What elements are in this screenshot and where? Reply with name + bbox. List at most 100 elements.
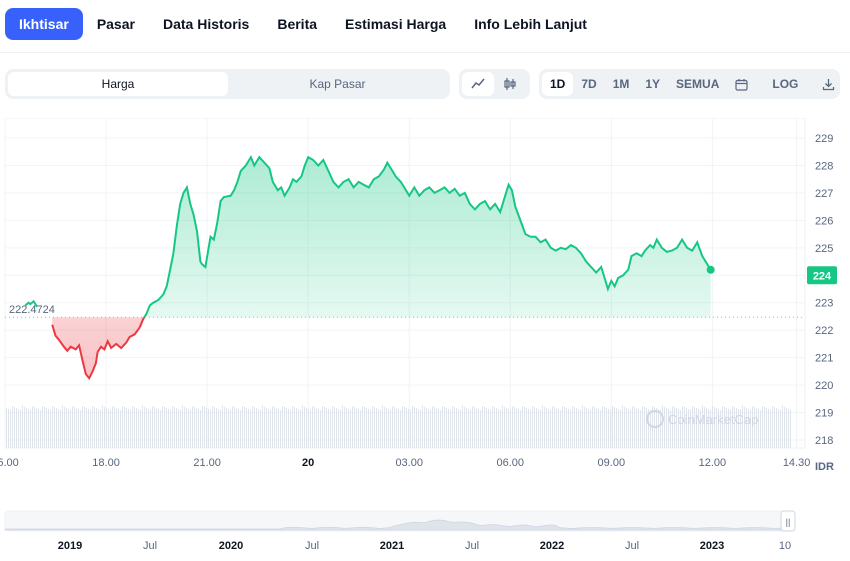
volume-bar [668,409,669,448]
volume-bar [458,409,459,448]
tab-data-historis[interactable]: Data Historis [162,16,250,32]
volume-bar [420,410,421,448]
volume-bar [662,406,663,448]
volume-bar [356,408,357,448]
volume-bar [390,410,391,448]
toggle-kap-pasar[interactable]: Kap Pasar [309,77,366,91]
y-tick-label: 218 [815,435,833,447]
volume-bar [110,410,111,448]
log-scale-button[interactable]: LOG [772,77,799,91]
volume-bar [40,410,41,448]
volume-bar [584,407,585,448]
range-1m[interactable]: 1M [612,77,630,91]
volume-bar [368,409,369,448]
volume-bar [258,409,259,448]
tab-estimasi-harga[interactable]: Estimasi Harga [345,16,447,32]
volume-bar [98,409,99,448]
x-axis: 15.00 18.00 21.00 20 03.00 06.00 09.00 12.00 14.… [0,457,834,473]
volume-bar [166,408,167,448]
volume-bar [476,408,477,448]
volume-bar [342,406,343,448]
volume-bar [190,410,191,448]
tab-berita[interactable]: Berita [277,16,318,32]
volume-bar [550,410,551,448]
volume-bar [318,409,319,448]
volume-bar [276,408,277,448]
volume-bar [248,409,249,448]
area-fill-down [52,317,145,379]
volume-bar [686,408,687,448]
tab-pasar[interactable]: Pasar [96,16,135,32]
volume-bar [222,406,223,448]
volume-bar [664,407,665,448]
volume-bar [744,407,745,448]
volume-bar [154,407,155,448]
volume-bar [676,408,677,448]
volume-bar [534,407,535,448]
volume-bar [418,409,419,448]
volume-bar [54,407,55,448]
volume-bar [658,409,659,448]
volume-bar [774,407,775,448]
volume-bar [504,407,505,448]
volume-bar [82,406,83,448]
volume-bar [730,410,731,448]
volume-bar [726,408,727,448]
price-chart[interactable]: 222.4724 218 219 220 221 222 223 224 225 226 227 2… [0,118,850,561]
area-fill-up [52,157,711,318]
range-navigator[interactable]: || 2019 Jul 2020 Jul 2021 Jul 2022 Jul 2023 10 [4,510,796,552]
volume-bar [750,410,751,448]
volume-bar [170,410,171,448]
volume-bar [158,409,159,448]
calendar-icon[interactable] [727,72,756,96]
volume-bar [88,409,89,448]
y-tick-label: 220 [815,380,833,392]
volume-bar [240,410,241,448]
volume-bar [116,408,117,448]
volume-bar [536,408,537,448]
volume-bar [108,409,109,448]
range-1y[interactable]: 1Y [645,77,661,91]
volume-bar [538,409,539,448]
volume-bar [456,408,457,448]
volume-bar [520,410,521,448]
volume-bar [474,407,475,448]
volume-bar [148,409,149,448]
currency-label: IDR [815,461,834,473]
download-icon[interactable] [814,72,843,96]
volume-bar [144,407,145,448]
tab-ikhtisar[interactable]: Ikhtisar [5,8,83,40]
volume-bar [720,410,721,448]
volume-bar [68,409,69,448]
volume-bar [224,407,225,448]
volume-bar [310,410,311,448]
range-7d[interactable]: 7D [581,77,597,91]
volume-bar [114,407,115,448]
volume-bar [608,409,609,448]
current-price-tag [807,266,837,285]
volume-bar [384,407,385,448]
volume-bar [260,410,261,448]
tab-info-lebih-lanjut[interactable]: Info Lebih Lanjut [474,16,587,32]
current-price-label: 224 [813,270,832,282]
volume-bar [226,408,227,448]
candlestick-icon[interactable] [494,72,526,96]
volume-bar [636,408,637,448]
volume-bar [440,410,441,448]
volume-bar [570,410,571,448]
range-semua[interactable]: SEMUA [676,77,720,91]
toggle-harga[interactable]: Harga [8,72,228,96]
volume-bar [120,410,121,448]
y-tick-label: 221 [815,353,833,365]
volume-bar [666,408,667,448]
volume-bar [210,410,211,448]
volume-bar [200,410,201,448]
line-chart-icon[interactable] [462,72,494,96]
range-1d[interactable]: 1D [542,72,574,96]
volume-bar [556,408,557,448]
volume-bar [778,409,779,448]
volume-bar [740,410,741,448]
volume-bar [78,409,79,448]
volume-bar [374,407,375,448]
volume-bar [416,408,417,448]
